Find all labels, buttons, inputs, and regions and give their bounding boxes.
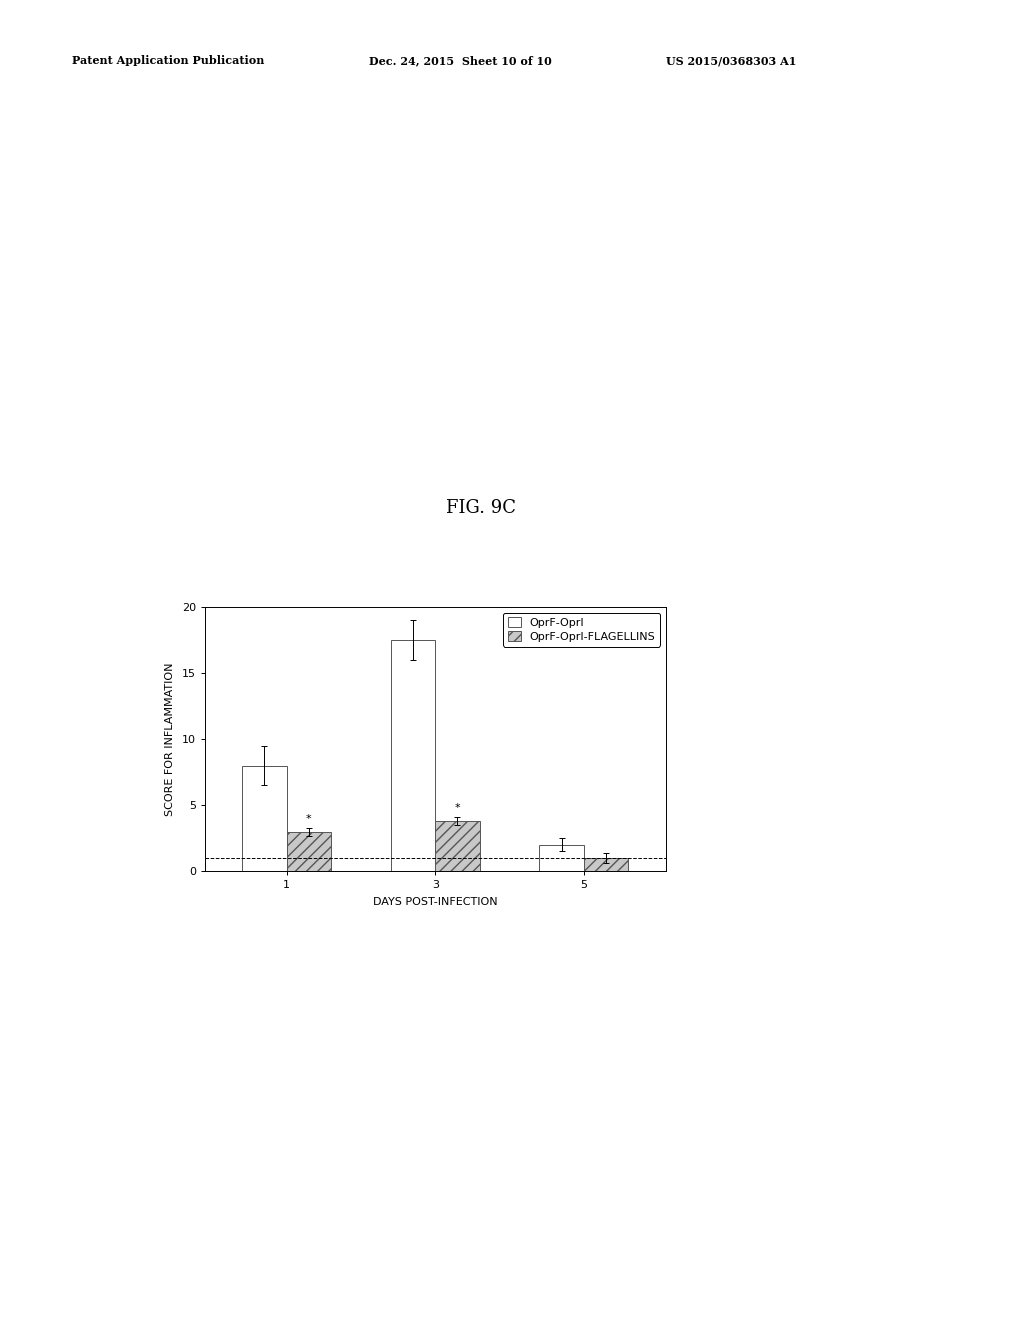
Text: Dec. 24, 2015  Sheet 10 of 10: Dec. 24, 2015 Sheet 10 of 10 [369,55,551,66]
Bar [540,845,584,871]
Bar [584,858,629,871]
Text: *: * [306,813,311,824]
Text: FIG. 9C: FIG. 9C [446,499,516,517]
Text: Patent Application Publication: Patent Application Publication [72,55,264,66]
X-axis label: DAYS POST-INFECTION: DAYS POST-INFECTION [373,898,498,907]
Y-axis label: SCORE FOR INFLAMMATION: SCORE FOR INFLAMMATION [165,663,175,816]
Text: *: * [455,803,461,813]
Bar [287,832,331,871]
Text: US 2015/0368303 A1: US 2015/0368303 A1 [666,55,796,66]
Bar [435,821,480,871]
Legend: OprF-OprI, OprF-OprI-FLAGELLINS: OprF-OprI, OprF-OprI-FLAGELLINS [503,612,660,647]
Bar [390,640,435,871]
Bar [242,766,287,871]
